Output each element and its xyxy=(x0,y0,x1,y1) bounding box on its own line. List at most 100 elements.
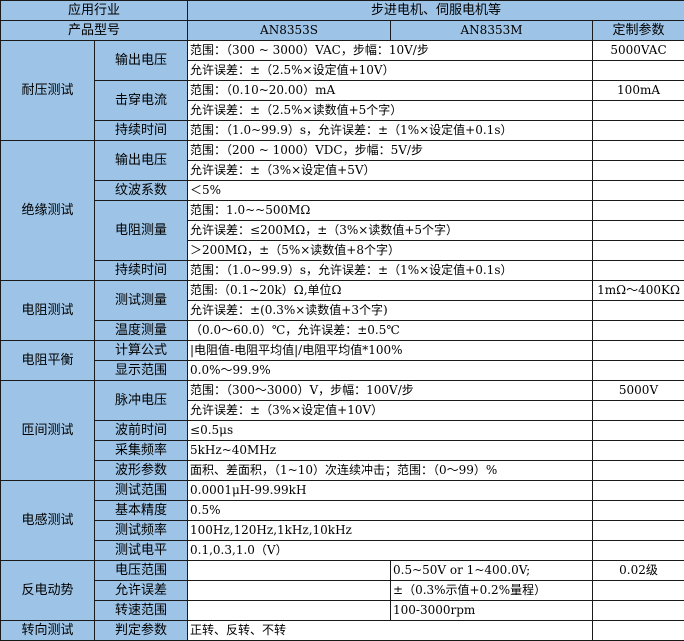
item-label: 输出电压 xyxy=(93,40,189,81)
group-label: 电阻测试 xyxy=(0,280,95,341)
item-label: 电阻测量 xyxy=(93,200,189,261)
item-label: 测试频率 xyxy=(93,520,189,541)
item-label: 纹波系数 xyxy=(93,180,189,201)
group-label: 转向测试 xyxy=(0,620,95,641)
custom-value: 5000VAC xyxy=(592,40,684,61)
custom-value: 1mΩ～400KΩ xyxy=(592,280,684,301)
table-row: ＞200MΩ，±（5%×读数值+8个字） xyxy=(1,240,684,261)
group-label: 电感测试 xyxy=(0,480,95,561)
custom-value xyxy=(592,580,684,601)
spec-value: ≤0.5μs xyxy=(187,420,594,441)
item-label: 允许误差 xyxy=(93,580,189,601)
item-label: 判定参数 xyxy=(93,620,189,641)
table-row: 波前时间 ≤0.5μs xyxy=(1,420,684,441)
table-row: 反电动势 电压范围 0.5~50V or 1~400.0V; 0.02级 xyxy=(0,560,684,621)
spec-value: 5kHz~40MHz xyxy=(187,440,594,461)
table-row: 纹波系数 ＜5% xyxy=(1,180,684,201)
custom-value xyxy=(592,260,684,281)
custom-label: 定制参数 xyxy=(592,20,684,41)
table-row: 允许误差：≤200MΩ，±（3%×读数值+5个字） xyxy=(1,220,684,241)
custom-value: 5000V xyxy=(592,380,684,401)
spec-value: 范围：（300～3000）V，步幅：100V/步 xyxy=(187,380,594,401)
spec-value: |电阻值-电阻平均值|/电阻平均值*100% xyxy=(187,340,594,361)
item-label: 波前时间 xyxy=(93,420,189,441)
custom-value xyxy=(592,460,684,481)
model-label: 产品型号 xyxy=(0,20,189,41)
custom-value xyxy=(592,440,684,461)
custom-value xyxy=(592,420,684,441)
custom-value xyxy=(592,400,684,421)
custom-value xyxy=(592,60,684,81)
table-row: 转速范围 100-3000rpm xyxy=(1,600,684,621)
table-row: 击穿电流 范围：（0.10~20.00）mA 100mA xyxy=(1,80,684,121)
spec-value-an8353m: 0.5~50V or 1~400.0V; xyxy=(390,560,594,581)
spec-value: 允许误差：≤200MΩ，±（3%×读数值+5个字） xyxy=(187,220,594,241)
spec-value: 100Hz,120Hz,1kHz,10kHz xyxy=(187,520,594,541)
table-row: 基本精度 0.5% xyxy=(1,500,684,521)
group-label: 电阻平衡 xyxy=(0,340,95,381)
item-label: 温度测量 xyxy=(93,320,189,341)
table-row: 转向测试 判定参数 正转、反转、不转 xyxy=(0,620,684,641)
item-label: 转速范围 xyxy=(93,600,189,621)
item-label: 输出电压 xyxy=(93,140,189,181)
spec-value-an8353m: ±（0.3%示值+0.2%量程） xyxy=(390,580,594,601)
item-label: 计算公式 xyxy=(93,340,189,361)
custom-value xyxy=(592,220,684,241)
custom-value xyxy=(592,480,684,501)
table-row: 耐压测试 输出电压 范围：（300 ~ 3000）VAC，步幅：10V/步 5000V… xyxy=(0,40,684,141)
group-label: 反电动势 xyxy=(0,560,95,621)
custom-value xyxy=(592,160,684,181)
spec-value: 0.5% xyxy=(187,500,594,521)
custom-value xyxy=(592,540,684,561)
spec-value: 范围：（300 ~ 3000）VAC，步幅：10V/步 xyxy=(187,40,594,61)
custom-value xyxy=(592,200,684,221)
custom-value xyxy=(592,240,684,261)
item-label: 采集频率 xyxy=(93,440,189,461)
table-row: 允许误差：±（2.5%×设定值+10V） xyxy=(1,60,684,81)
spec-value: 面积、差面积，（1~10）次连续冲击；范围：（0～99）% xyxy=(187,460,594,481)
custom-value xyxy=(592,320,684,341)
custom-value xyxy=(592,500,684,521)
item-label: 测试电平 xyxy=(93,540,189,561)
table-row: 显示范围 0.0%～99.9% xyxy=(1,360,684,381)
spec-value: 允许误差：±（2.5%×设定值+10V） xyxy=(187,60,594,81)
spec-value: ＞200MΩ，±（5%×读数值+8个字） xyxy=(187,240,594,261)
model-an8353s: AN8353S xyxy=(187,20,392,41)
custom-value xyxy=(592,520,684,541)
item-label: 测试测量 xyxy=(93,280,189,321)
custom-value xyxy=(592,360,684,381)
spec-value: 允许误差：±（3%×设定值+5V） xyxy=(187,160,594,181)
spec-value: 允许误差：±（2.5%×读数值+5个字） xyxy=(187,100,594,121)
spec-value: （0.0～60.0）℃，允许误差：±0.5℃ xyxy=(187,320,594,341)
spec-value: 正转、反转、不转 xyxy=(187,620,594,641)
header-row-industry: 应用行业 步进电机、伺服电机等 xyxy=(0,0,684,21)
spec-value: 允许误差：±（3%×设定值+10V） xyxy=(187,400,594,421)
spec-value: 范围：（1.0~99.9）s，允许误差：±（1%×设定值+0.1s） xyxy=(187,260,594,281)
industry-label: 应用行业 xyxy=(0,0,189,21)
table-row: 电感测试 测试范围 0.0001μH-99.99kH xyxy=(0,480,684,561)
model-an8353m: AN8353M xyxy=(390,20,594,41)
custom-value xyxy=(592,340,684,361)
table-row: 电阻测试 测试测量 范围:（0.1~20k）Ω,单位Ω 1mΩ～400KΩ xyxy=(0,280,684,341)
table-row: 允许误差 ±（0.3%示值+0.2%量程） xyxy=(1,580,684,601)
custom-value xyxy=(592,620,684,641)
table-row: 电阻平衡 计算公式 |电阻值-电阻平均值|/电阻平均值*100% xyxy=(0,340,684,381)
spec-value: 范围:（0.1~20k）Ω,单位Ω xyxy=(187,280,594,301)
industry-value: 步进电机、伺服电机等 xyxy=(187,0,684,21)
item-label: 击穿电流 xyxy=(93,80,189,121)
spec-value: 范围：（0.10~20.00）mA xyxy=(187,80,594,101)
table-row: 电阻测量 范围：1.0~~500MΩ xyxy=(1,200,684,261)
custom-value: 0.02级 xyxy=(592,560,684,581)
spec-value: 范围：（1.0~99.9）s，允许误差：±（1%×设定值+0.1s） xyxy=(187,120,594,141)
spec-value: 0.0%～99.9% xyxy=(187,360,594,381)
custom-value xyxy=(592,600,684,621)
table-row: 测试电平 0.1,0.3,1.0（V） xyxy=(1,540,684,561)
custom-value xyxy=(592,120,684,141)
table-row: 匝间测试 脉冲电压 范围：（300～3000）V，步幅：100V/步 5000V xyxy=(0,380,684,481)
spec-value: 0.0001μH-99.99kH xyxy=(187,480,594,501)
item-label: 电压范围 xyxy=(93,560,189,581)
spec-value: 允许误差：±(0.3%×读数值+3个字) xyxy=(187,300,594,321)
group-label: 绝缘测试 xyxy=(0,140,95,281)
item-label: 持续时间 xyxy=(93,120,189,141)
spec-value: 范围：1.0~~500MΩ xyxy=(187,200,594,221)
